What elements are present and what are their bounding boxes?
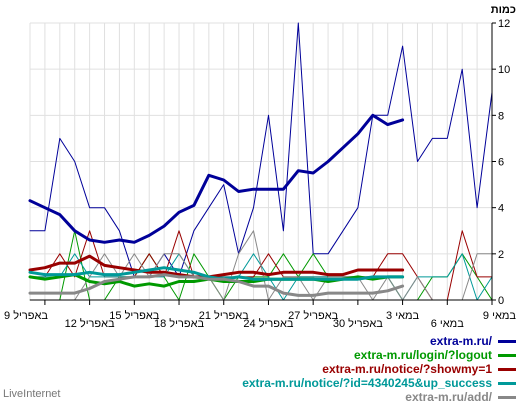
y-tick-label: 2 [498,249,504,261]
series-line [29,22,493,278]
legend-label-2: extra-m.ru/login/?logout [354,348,492,362]
y-tick-label: 6 [498,157,504,169]
x-tick-label: 9 במאי [483,310,517,322]
legend-label-1: extra-m.ru/ [429,334,492,348]
x-tick-label: 27 באפריל [288,309,338,322]
brand-label: LiveInternet [3,388,61,400]
series-line [28,113,405,244]
legend-label-4: extra-m.ru/notice/?id=4340245&up_success [242,376,492,390]
x-tick-label: 30 באפריל [333,317,383,330]
x-tick-label: 3 במאי [386,310,420,322]
legend-swatch-2 [498,354,516,357]
y-tick-label: 10 [498,64,510,76]
x-tick-label: 18 באפריל [154,317,204,330]
legend-swatch-4 [498,382,516,385]
y-tick-label: 8 [498,110,504,122]
y-axis-label: כמות [491,4,516,16]
x-tick-label: 21 באפריל [199,309,249,322]
legend-swatch-3 [498,368,516,371]
x-tick-label: 15 באפריל [109,309,159,322]
legend-label-5: extra-m.ru/add/ [405,390,492,404]
legend-swatch-5 [498,396,516,399]
x-tick-label: 9 באפריל [4,309,48,322]
series-line [28,273,405,297]
y-tick-label: 0 [498,295,504,307]
legend-swatch-1 [498,340,516,343]
legend-label-3: extra-m.ru/notice/?showmy=1 [322,362,492,376]
series-line [28,254,405,279]
y-tick-label: 12 [498,18,510,30]
x-tick-label: 24 באפריל [243,317,293,330]
y-tick-label: 4 [498,203,504,215]
x-tick-label: 12 באפריל [65,317,115,330]
series-line [29,230,493,301]
x-tick-label: 6 במאי [431,318,465,330]
